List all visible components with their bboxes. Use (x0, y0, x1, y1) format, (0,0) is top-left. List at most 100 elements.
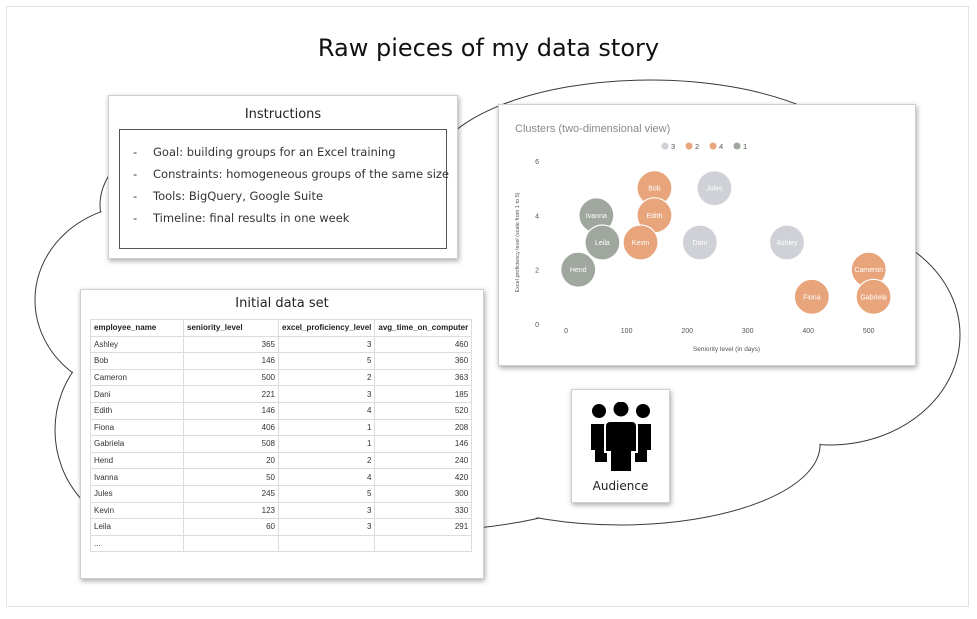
table-cell: 208 (374, 418, 473, 437)
table-cell: Edith (90, 401, 184, 420)
table-row: Jules 245 5 300 (90, 484, 473, 503)
legend-marker (709, 142, 717, 150)
instruction-item: - Tools: BigQuery, Google Suite (133, 189, 324, 203)
table-row: Hend 20 2 240 (90, 451, 473, 470)
legend-label: 2 (695, 142, 699, 151)
page-title: Raw pieces of my data story (317, 34, 660, 62)
table-body: Ashley 365 3 460 Bob 146 5 360 Cameron 500 2 363 Dan… (90, 335, 473, 553)
table-cell: 406 (183, 418, 279, 437)
table-row: Fiona 406 1 208 (90, 418, 473, 437)
table-cell: Jules (90, 484, 184, 503)
table-cell: 5 (277, 484, 376, 503)
table-cell: 508 (183, 435, 279, 453)
table-cell: 123 (183, 501, 279, 520)
legend-marker (685, 142, 693, 150)
table-cell: 240 (374, 451, 473, 470)
x-tick-label: 200 (681, 328, 693, 335)
table-cell: 363 (374, 368, 473, 387)
table-cell: Leila (90, 518, 184, 536)
column-header: employee_name (90, 319, 184, 337)
legend-label: 4 (719, 142, 723, 151)
table-cell: 20 (183, 451, 279, 470)
table-cell: ... (90, 534, 184, 553)
table-cell: Kevin (90, 501, 184, 520)
column-header: seniority_level (183, 319, 279, 337)
table-cell: 500 (183, 368, 279, 387)
table-cell: 330 (374, 501, 473, 520)
data-point (622, 224, 659, 261)
instruction-text: Goal: building groups for an Excel train… (153, 145, 396, 159)
legend-marker (733, 142, 741, 150)
y-tick-label: 6 (535, 159, 539, 166)
audience-card: Audience (571, 389, 670, 503)
table-cell: 5 (277, 352, 376, 370)
table-cell: Gabriela (90, 435, 184, 453)
legend-marker (661, 142, 669, 150)
table-cell: 146 (374, 435, 473, 453)
table-cell: Dani (90, 385, 184, 403)
table-cell: Bob (90, 352, 184, 370)
table-cell: 4 (277, 401, 376, 420)
data-point (560, 251, 597, 288)
people-group-icon (591, 402, 651, 473)
data-point (696, 170, 733, 207)
dataset-card: Initial data set employee_name seniority… (80, 289, 484, 579)
table-row: Cameron 500 2 363 (90, 368, 473, 387)
table-cell: 3 (277, 335, 376, 354)
table-cell: 146 (183, 352, 279, 370)
table-cell: 420 (374, 468, 473, 486)
table-row: Kevin 123 3 330 (90, 501, 473, 520)
dataset-table: employee_name seniority_level excel_prof… (90, 319, 473, 553)
y-axis-label: Excel proficiency level (scale from 1 to… (515, 192, 521, 292)
table-header-row: employee_name seniority_level excel_prof… (90, 319, 473, 337)
table-cell: 1 (277, 418, 376, 437)
table-cell: 2 (277, 451, 376, 470)
table-cell: 60 (183, 518, 279, 536)
instruction-item: - Goal: building groups for an Excel trai… (133, 145, 396, 159)
data-point-label: Kevin (632, 240, 650, 247)
instruction-text: Timeline: final results in one week (153, 211, 350, 225)
table-row: Leila 60 3 291 (90, 518, 473, 536)
table-cell (277, 534, 376, 553)
x-tick-label: 400 (802, 328, 814, 335)
x-tick-label: 0 (564, 328, 568, 335)
table-cell: 291 (374, 518, 473, 536)
data-point-label: Bob (648, 186, 661, 193)
data-point (855, 278, 892, 315)
instruction-item: - Constraints: homogeneous groups of the … (133, 167, 450, 181)
column-header: avg_time_on_computer (374, 319, 473, 337)
table-row: Edith 146 4 520 (90, 401, 473, 420)
data-point-label: Dani (693, 240, 708, 247)
data-point (584, 224, 621, 261)
table-cell: 185 (374, 385, 473, 403)
table-cell: 245 (183, 484, 279, 503)
data-point-label: Gabriela (860, 294, 887, 301)
table-cell: Fiona (90, 418, 184, 437)
legend-label: 3 (671, 142, 675, 151)
data-point-label: Ivanna (586, 213, 607, 220)
table-row: ... (90, 534, 473, 553)
instructions-title: Instructions (244, 107, 322, 122)
table-cell: 3 (277, 385, 376, 403)
x-tick-label: 100 (621, 328, 633, 335)
y-tick-label: 0 (535, 322, 539, 329)
cluster-chart-card: Clusters (two-dimensional view) 3 2 4 1 0 2 4 6 0… (498, 104, 916, 366)
instruction-item: - Timeline: final results in one week (133, 211, 350, 225)
chart-title: Clusters (two-dimensional view) (515, 123, 670, 135)
data-point (768, 224, 806, 261)
table-cell (374, 534, 473, 553)
instructions-list: - Goal: building groups for an Excel trai… (120, 130, 450, 229)
data-point-label: Jules (706, 186, 723, 193)
table-row: Gabriela 508 1 146 (90, 435, 473, 453)
legend-label: 1 (743, 142, 747, 151)
x-tick-label: 500 (863, 328, 875, 335)
table-cell (183, 534, 279, 553)
cluster-scatter-chart: Clusters (two-dimensional view)3 2 4 1 0 2 4 6 0… (515, 123, 892, 353)
column-header: excel_proficiency_level (277, 319, 376, 337)
data-point-label: Hend (570, 267, 587, 274)
table-cell: Ashley (90, 335, 184, 354)
table-cell: 360 (374, 352, 473, 370)
data-point-label: Fiona (803, 294, 821, 301)
x-axis-label: Seniority level (in days) (693, 346, 760, 353)
table-cell: 300 (374, 484, 473, 503)
